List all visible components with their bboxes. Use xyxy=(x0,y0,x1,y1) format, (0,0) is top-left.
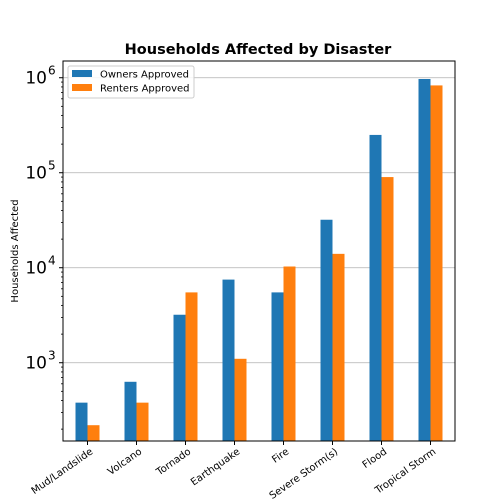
bar-renters-approved xyxy=(87,425,100,441)
x-tick-label: Earthquake xyxy=(189,446,242,488)
bar-renters-approved xyxy=(185,292,198,441)
bars xyxy=(75,78,443,442)
bar-owners-approved xyxy=(418,78,431,441)
bar-owners-approved xyxy=(271,292,284,441)
y-tick-label: 10 xyxy=(25,164,47,184)
bar-owners-approved xyxy=(75,402,88,441)
y-tick-label: 10 xyxy=(25,69,47,89)
x-tick-label: Mud/Landslide xyxy=(30,446,96,497)
bar-owners-approved xyxy=(369,134,382,441)
legend-label: Owners Approved xyxy=(100,70,189,81)
y-tick-label: 10 xyxy=(25,354,47,374)
bar-owners-approved xyxy=(173,314,186,441)
x-tick-label: Flood xyxy=(361,446,390,471)
legend-swatch xyxy=(72,70,92,77)
bar-owners-approved xyxy=(320,219,333,441)
y-tick-exponent: 5 xyxy=(48,159,56,173)
legend-label: Renters Approved xyxy=(100,84,190,95)
y-tick-exponent: 6 xyxy=(48,64,56,78)
bar-renters-approved xyxy=(332,253,345,441)
y-tick-exponent: 3 xyxy=(48,349,56,363)
x-tick-label: Volcano xyxy=(106,446,144,477)
plot-frame xyxy=(62,60,456,442)
bar-renters-approved xyxy=(283,266,296,441)
gridlines xyxy=(63,77,455,364)
y-tick-exponent: 4 xyxy=(48,254,56,268)
chart-title: Households Affected by Disaster xyxy=(125,42,392,58)
y-axis-label: Households Affected xyxy=(10,199,21,302)
x-tick-label: Tornado xyxy=(154,446,193,478)
legend-swatch xyxy=(72,84,92,91)
bar-renters-approved xyxy=(381,177,394,442)
y-tick-label: 10 xyxy=(25,259,47,279)
bar-renters-approved xyxy=(234,358,247,441)
x-tick-label: Fire xyxy=(270,446,291,465)
bar-owners-approved xyxy=(124,381,137,441)
bar-renters-approved xyxy=(136,402,149,441)
legend-box xyxy=(67,65,195,99)
bar-owners-approved xyxy=(222,279,235,441)
bar-renters-approved xyxy=(430,85,443,441)
legend: Owners Approved Renters Approved xyxy=(67,65,195,99)
